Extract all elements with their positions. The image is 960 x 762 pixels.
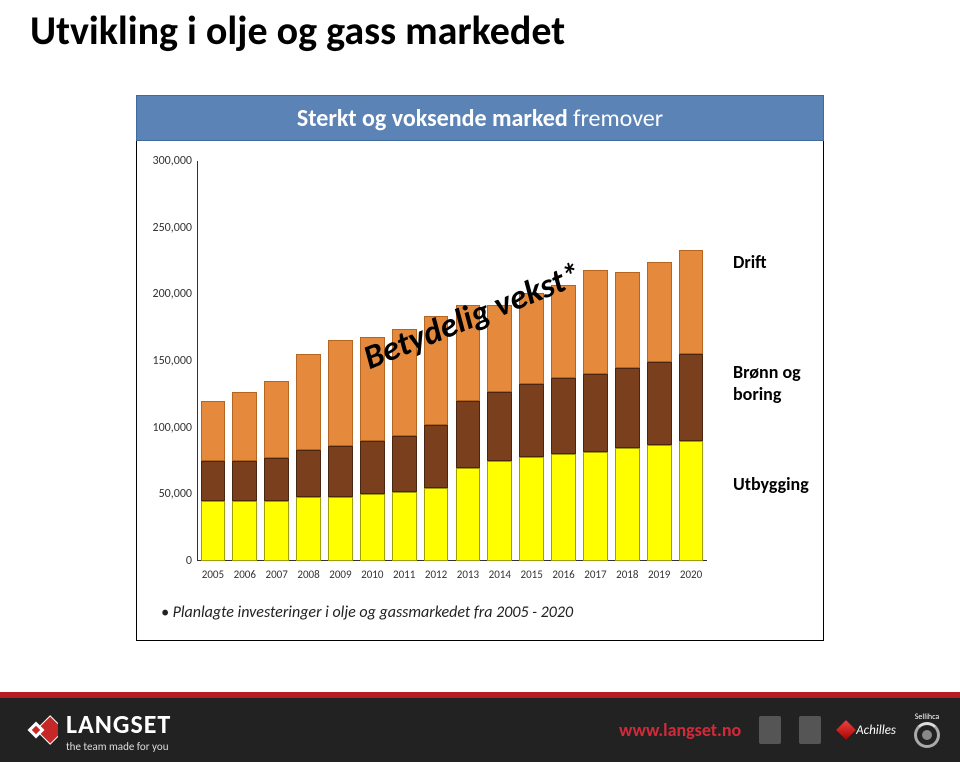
- x-tick-label: 2017: [584, 568, 606, 581]
- bar-drift: [583, 270, 608, 374]
- x-tick-label: 2005: [202, 568, 224, 581]
- cert-badge-icon: [759, 716, 781, 744]
- subtitle-light: fremover: [573, 104, 663, 133]
- sellihca-text: Sellihca: [915, 712, 940, 722]
- slide: Utvikling i olje og gass markedet Sterkt…: [0, 0, 960, 762]
- slide-footer: LANGSET the team made for you www.langse…: [0, 692, 960, 762]
- bar-bronn: [201, 461, 226, 501]
- legend-utb: Utbygging: [733, 473, 809, 495]
- bar-drift: [296, 354, 321, 450]
- x-tick-label: 2010: [361, 568, 383, 581]
- y-tick-label: 250,000: [137, 221, 192, 235]
- x-tick-label: 2008: [297, 568, 319, 581]
- bar-utbygging: [201, 501, 226, 561]
- sellihca-badge: Sellihca: [914, 712, 940, 748]
- subtitle-bold: Sterkt og voksende marked: [297, 104, 573, 133]
- subtitle-text: Sterkt og voksende marked fremover: [297, 104, 663, 133]
- footnote-bullet: Planlagte investeringer i olje og gassma…: [161, 603, 573, 622]
- brand-tagline: the team made for you: [66, 740, 171, 753]
- bar-utbygging: [264, 501, 289, 561]
- achilles-badge: Achilles: [839, 723, 896, 738]
- bar-utbygging: [583, 452, 608, 561]
- page-title: Utvikling i olje og gass markedet: [30, 6, 565, 55]
- bar-utbygging: [615, 448, 640, 561]
- achilles-text: Achilles: [856, 723, 896, 738]
- y-tick-label: 200,000: [137, 287, 192, 301]
- cert-badge-icon: [799, 716, 821, 744]
- bar-bronn: [456, 401, 481, 468]
- brand-mark-icon: [14, 708, 58, 752]
- bar-bronn: [264, 458, 289, 501]
- achilles-diamond-icon: [836, 720, 856, 740]
- bar-bronn: [647, 362, 672, 445]
- bar-bronn: [232, 461, 257, 501]
- footer-right: www.langset.no Achilles Sellihca: [619, 712, 940, 748]
- bar-drift: [328, 340, 353, 447]
- brand-url: www.langset.no: [619, 719, 741, 741]
- bar-bronn: [487, 392, 512, 461]
- x-tick-label: 2019: [648, 568, 670, 581]
- x-tick-label: 2011: [393, 568, 415, 581]
- bar-utbygging: [360, 494, 385, 561]
- bar-utbygging: [328, 497, 353, 561]
- bar-utbygging: [456, 468, 481, 561]
- plot-region: 050,000100,000150,000200,000250,000300,0…: [197, 161, 707, 561]
- bar-bronn: [328, 446, 353, 497]
- x-tick-label: 2014: [489, 568, 511, 581]
- bar-utbygging: [424, 488, 449, 561]
- y-tick-label: 0: [137, 554, 192, 568]
- bar-bronn: [583, 374, 608, 451]
- bar-utbygging: [679, 441, 704, 561]
- bar-drift: [264, 381, 289, 458]
- bar-utbygging: [487, 461, 512, 561]
- sellihca-ring-icon: [914, 722, 940, 748]
- bar-bronn: [424, 425, 449, 488]
- bar-drift: [615, 272, 640, 368]
- bar-bronn: [679, 354, 704, 441]
- chart-area: 050,000100,000150,000200,000250,000300,0…: [197, 161, 707, 561]
- bar-utbygging: [551, 454, 576, 561]
- x-tick-label: 2006: [234, 568, 256, 581]
- y-tick-label: 50,000: [137, 487, 192, 501]
- bar-drift: [647, 262, 672, 362]
- brand-logo: LANGSET the team made for you: [14, 708, 171, 753]
- bar-utbygging: [392, 492, 417, 561]
- legend-drift: Drift: [733, 251, 767, 273]
- legend-bronn: Brønn og boring: [733, 361, 823, 405]
- bar-bronn: [615, 368, 640, 448]
- bar-drift: [679, 250, 704, 354]
- brand-name: LANGSET: [66, 708, 171, 740]
- bar-bronn: [519, 384, 544, 457]
- y-tick-label: 150,000: [137, 354, 192, 368]
- y-tick-label: 100,000: [137, 421, 192, 435]
- bar-utbygging: [647, 445, 672, 561]
- bar-bronn: [296, 450, 321, 497]
- x-tick-label: 2020: [680, 568, 702, 581]
- bar-drift: [232, 392, 257, 461]
- bar-utbygging: [519, 457, 544, 561]
- x-tick-label: 2012: [425, 568, 447, 581]
- x-tick-label: 2013: [457, 568, 479, 581]
- y-axis: [197, 161, 198, 561]
- bar-bronn: [360, 441, 385, 494]
- x-tick-label: 2016: [552, 568, 574, 581]
- subtitle-bar: Sterkt og voksende marked fremover: [136, 95, 824, 141]
- x-tick-label: 2009: [329, 568, 351, 581]
- footer-bar: LANGSET the team made for you www.langse…: [0, 698, 960, 762]
- brand-text: LANGSET the team made for you: [66, 708, 171, 753]
- x-tick-label: 2007: [266, 568, 288, 581]
- bar-utbygging: [232, 501, 257, 561]
- bar-bronn: [392, 436, 417, 492]
- bar-utbygging: [296, 497, 321, 561]
- x-tick-label: 2018: [616, 568, 638, 581]
- bar-bronn: [551, 378, 576, 454]
- y-tick-label: 300,000: [137, 154, 192, 168]
- bar-drift: [201, 401, 226, 461]
- chart-container: 0 50,000 100,000 150,000 200,000 250,000 300,0…: [136, 141, 824, 641]
- x-tick-label: 2015: [521, 568, 543, 581]
